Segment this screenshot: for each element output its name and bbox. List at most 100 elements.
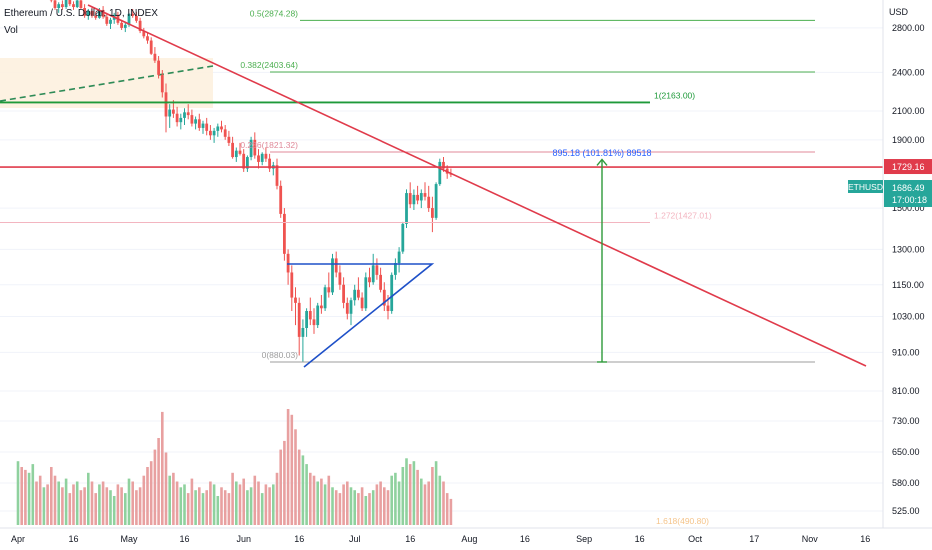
candle-body [320,305,323,309]
measure-label: 895.18 (101.81%) 89518 [552,148,651,158]
candle-body [260,153,264,162]
price-axis-tick: 1150.00 [892,280,924,290]
candle-body [194,119,197,124]
time-axis-tick: 16 [520,534,530,544]
candle-body [305,311,308,328]
volume-axis-tick: 525.00 [892,506,920,516]
time-axis-tick: 17 [749,534,759,544]
candle-body [197,119,201,128]
candle-body [364,277,368,309]
price-axis-tick: 1900.00 [892,135,925,145]
volume-bar [301,455,305,525]
candle-body [371,265,375,283]
candle-body [246,157,249,169]
volume-bar [334,490,338,525]
candle-body [94,15,98,18]
volume-bar [127,478,131,525]
time-axis-tick: 16 [860,534,870,544]
candle-body [438,161,442,185]
triangle-pattern [287,263,435,368]
candle-body [308,311,312,320]
candle-body [216,126,220,131]
volume-axis-tick: 580.00 [892,478,920,488]
volume-bar [434,461,438,525]
candle-body [360,297,364,309]
volume-bar [101,481,105,525]
time-axis-tick: 16 [405,534,415,544]
bottom-fib-label: 1.618(490.80) [656,516,709,526]
volume-bar [431,467,434,525]
candle-body [68,0,72,5]
candle-body [353,289,357,301]
volume-bar [275,472,279,525]
candle-body [294,297,297,303]
candle-body [160,74,164,93]
candle-body [231,142,234,158]
candle-body [368,277,371,283]
highlight-zone [0,58,213,108]
candle-body [109,19,112,24]
price-axis-tick: 2400.00 [892,67,925,77]
volume-bar [305,464,308,525]
volume-bar [264,484,268,525]
volume-bar [79,490,83,525]
volume-bar [379,481,382,525]
candle-body [334,258,338,273]
volume-bar [205,490,208,525]
volume-bar [138,487,142,525]
candle-body [268,158,271,169]
volume-bar [242,478,245,525]
price-axis-tick: 1500.00 [892,203,925,213]
volume-bar [186,493,190,525]
candle-body [338,272,342,285]
volume-bar [412,461,416,525]
candle-body [397,251,401,264]
volume-bar [220,487,223,525]
volume-bar [449,498,453,525]
volume-bar [179,487,183,525]
volume-bar [397,481,401,525]
volume-bar [90,481,94,525]
price-axis-tick: 1030.00 [892,312,925,322]
volume-bar [120,487,123,525]
volume-bar [27,472,31,525]
candle-body [61,4,64,8]
volume-bar [246,490,249,525]
volume-bar [20,467,23,525]
volume-bar [416,469,419,525]
volume-bar [68,493,72,525]
volume-bar [135,490,138,525]
volume-bar [249,487,253,525]
candle-body [357,289,360,298]
volume-bar [346,481,349,525]
volume-bar [212,484,216,525]
volume-bar [323,484,327,525]
volume-bar [231,472,234,525]
volume-bar [338,493,342,525]
candle-body [212,130,216,136]
volume-bar [183,484,186,525]
measure-arrowhead [596,158,608,166]
volume-bar [312,475,316,525]
volume-bar [142,475,146,525]
volume-bar [368,493,371,525]
volume-bar [390,475,393,525]
candle-body [327,287,331,293]
candle-body [408,193,412,205]
volume-bar [168,475,171,525]
candle-body [183,112,186,118]
volume-bar [35,481,38,525]
volume-bar [46,484,49,525]
volume-bar [16,461,20,525]
fib-level-label: 0.5(2874.28) [250,8,298,18]
volume-bar [408,464,412,525]
volume-bar [290,414,294,525]
volume-bar [420,478,423,525]
candle-body [175,113,179,123]
volume-bar [297,449,301,525]
candle-body [301,327,305,337]
time-axis-tick: 16 [635,534,645,544]
candle-body [123,24,127,28]
volume-bar [161,411,164,525]
